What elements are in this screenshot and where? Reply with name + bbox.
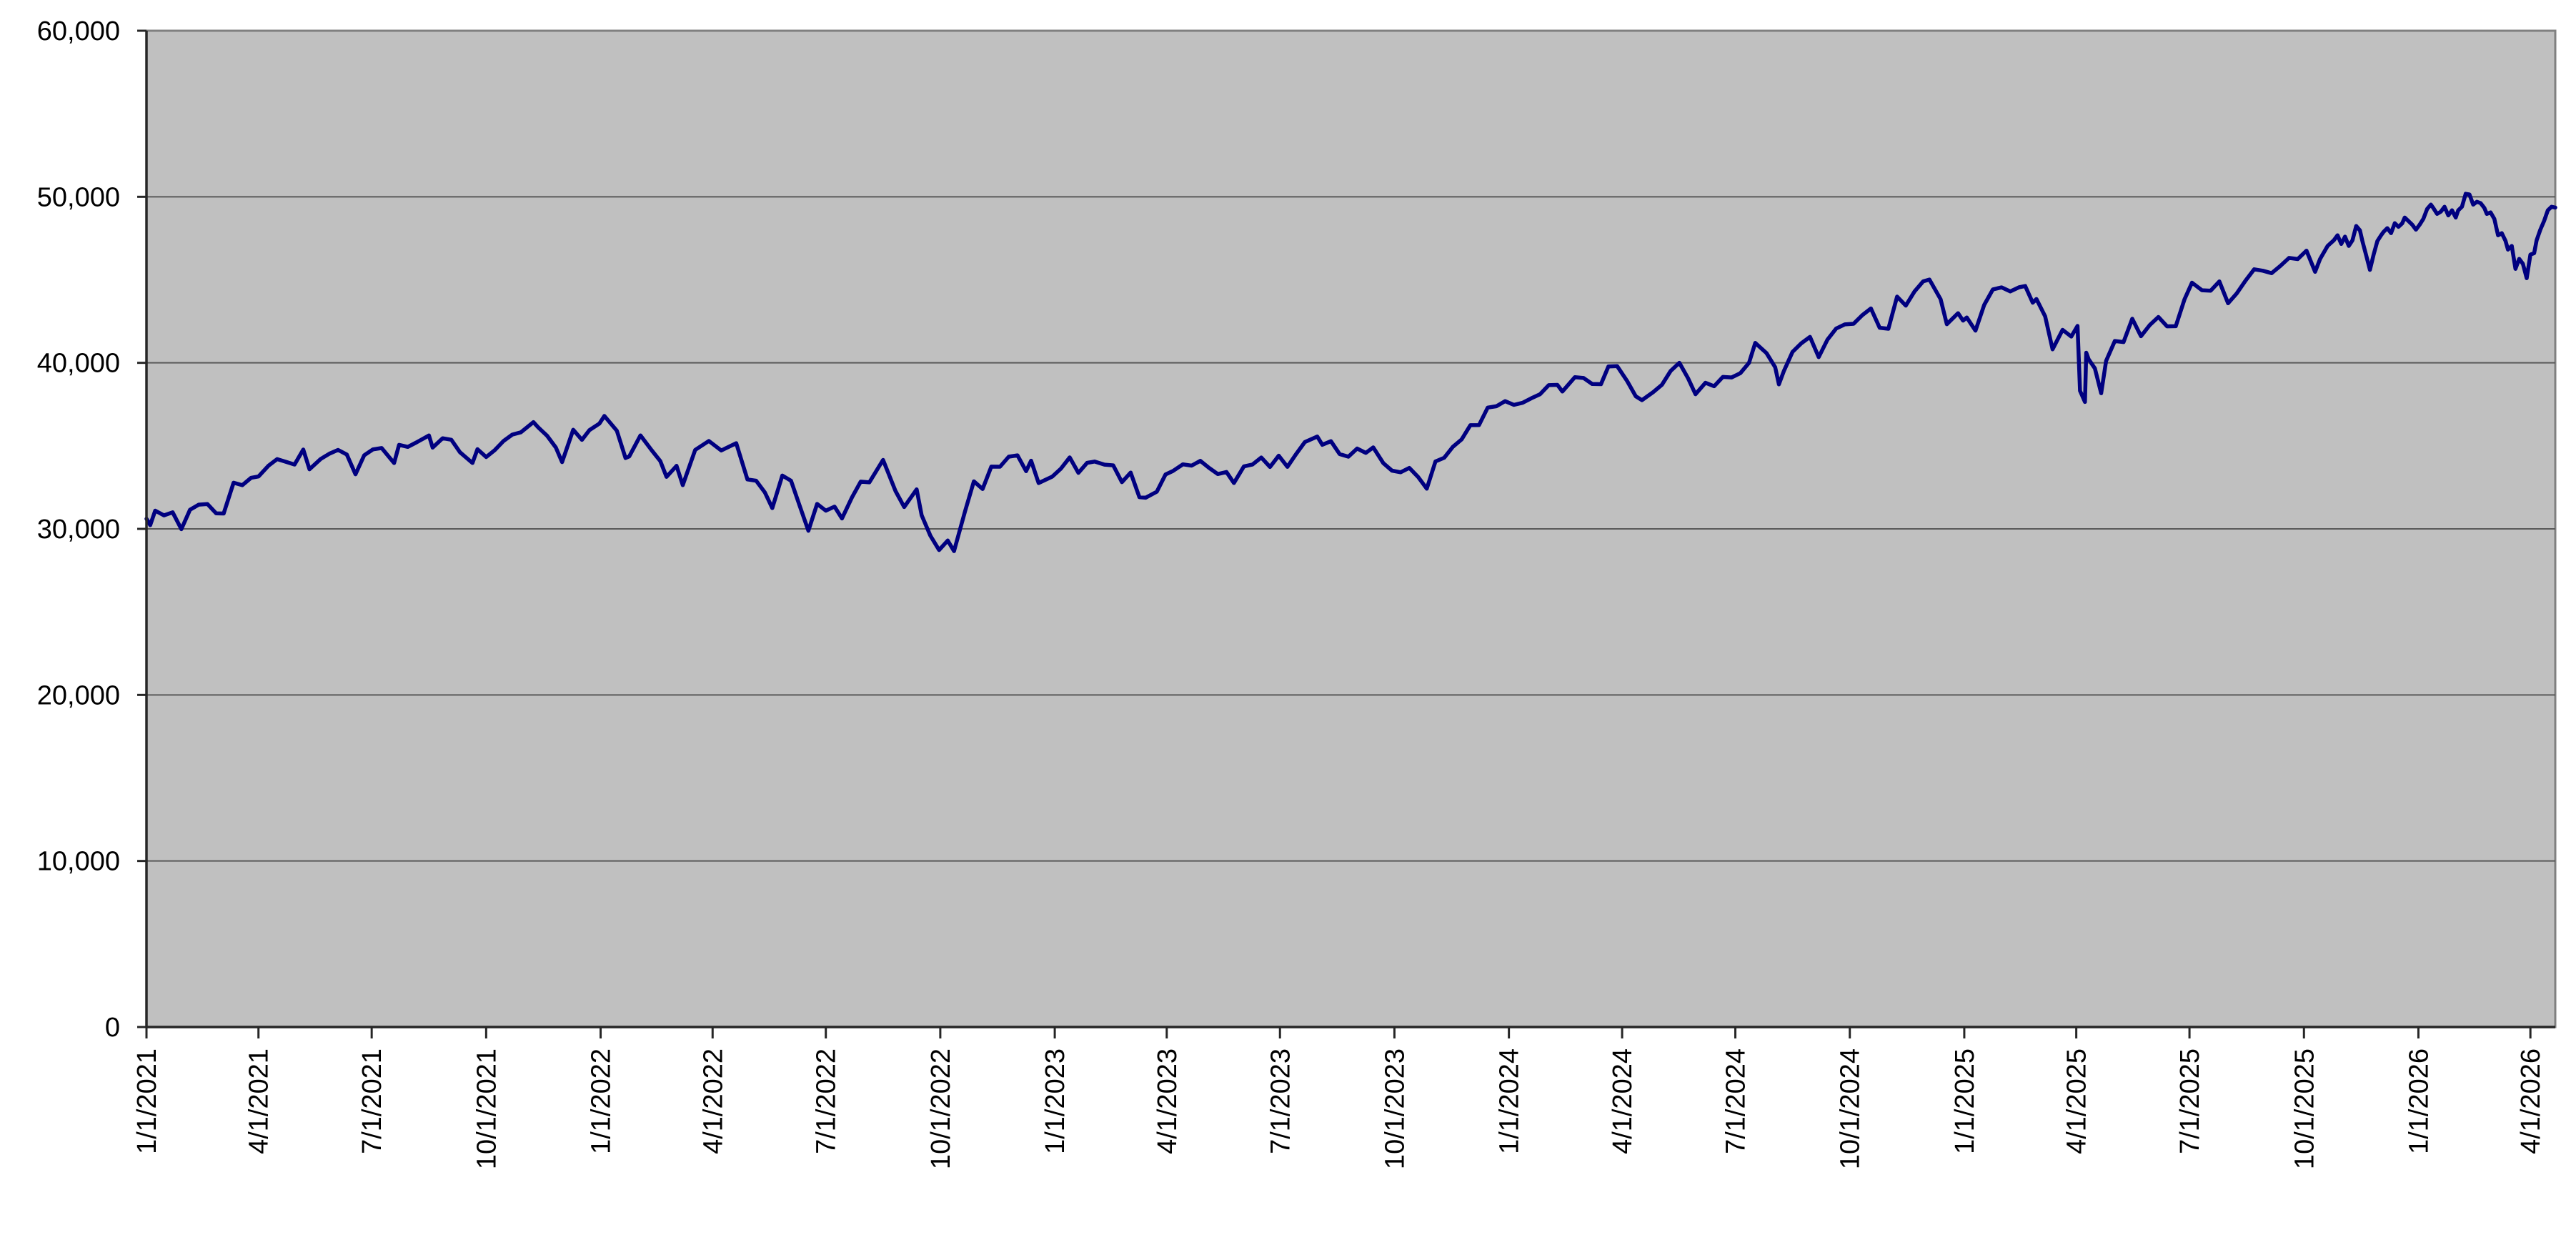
x-tick-label: 4/1/2024 <box>1608 1048 1638 1154</box>
x-tick-label: 1/1/2026 <box>2404 1048 2434 1154</box>
series-line <box>144 192 2557 553</box>
y-tick-label: 40,000 <box>37 349 120 379</box>
x-tick-label: 7/1/2023 <box>1265 1048 1296 1154</box>
x-tick-label: 7/1/2024 <box>1721 1048 1751 1154</box>
x-tick-label: 1/1/2024 <box>1495 1048 1525 1154</box>
y-tick-label: 0 <box>105 1013 120 1043</box>
x-tick-label: 1/1/2022 <box>587 1048 617 1154</box>
x-tick-label: 4/1/2026 <box>2516 1048 2546 1154</box>
y-tick-label: 50,000 <box>37 182 120 212</box>
x-tick-label: 4/1/2025 <box>2062 1048 2092 1154</box>
x-tick-label: 4/1/2021 <box>244 1048 274 1154</box>
x-tick-label: 4/1/2022 <box>698 1048 728 1154</box>
x-tick-label: 7/1/2021 <box>357 1048 387 1154</box>
x-tick-label: 1/1/2025 <box>1950 1048 1980 1154</box>
x-tick-label: 10/1/2022 <box>926 1048 956 1169</box>
x-tick-label: 4/1/2023 <box>1153 1048 1183 1154</box>
x-tick-label: 7/1/2022 <box>812 1048 842 1154</box>
y-tick-label: 60,000 <box>37 16 120 46</box>
x-tick-label: 7/1/2025 <box>2175 1048 2205 1154</box>
y-tick-label: 30,000 <box>37 515 120 545</box>
y-tick-label: 20,000 <box>37 680 120 710</box>
x-tick-label: 10/1/2025 <box>2289 1048 2319 1169</box>
y-tick-label: 10,000 <box>37 847 120 877</box>
x-tick-label: 1/1/2023 <box>1040 1048 1070 1154</box>
x-tick-label: 10/1/2021 <box>472 1048 502 1169</box>
x-tick-label: 10/1/2024 <box>1836 1048 1866 1169</box>
x-tick-label: 10/1/2023 <box>1380 1048 1410 1169</box>
x-tick-label: 1/1/2021 <box>132 1048 162 1154</box>
